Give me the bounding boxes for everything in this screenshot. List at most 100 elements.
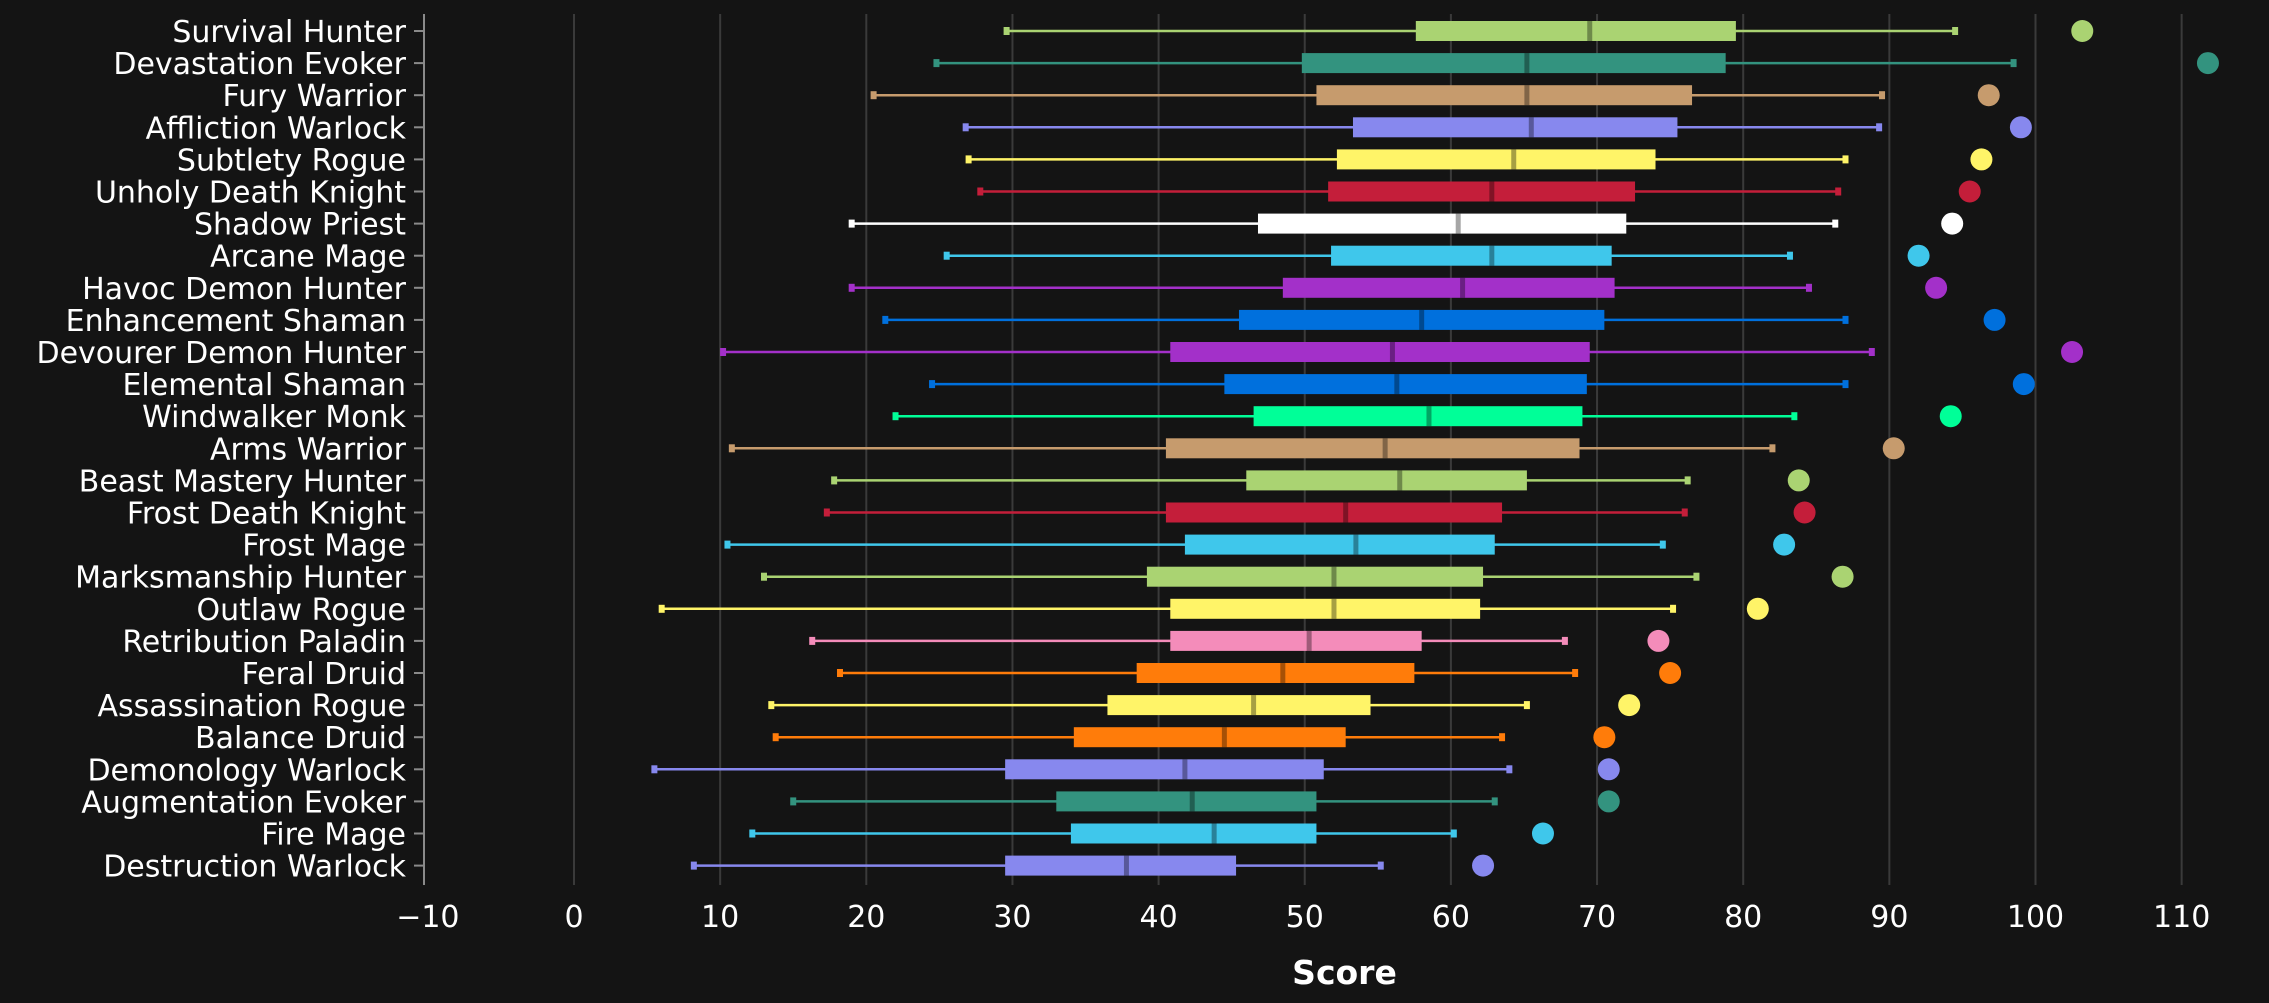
- x-tick-label: 80: [1724, 900, 1762, 935]
- spec-row: Devourer Demon Hunter: [36, 336, 2084, 371]
- whisker-cap-low: [651, 765, 658, 774]
- spec-row: Arms Warrior: [210, 432, 1905, 467]
- max-point: [1941, 212, 1964, 235]
- category-label: Enhancement Shaman: [66, 304, 406, 339]
- spec-row: Demonology Warlock: [87, 753, 1620, 788]
- whisker-cap-high: [1876, 123, 1883, 132]
- whisker-cap-high: [1769, 444, 1776, 453]
- whisker-cap-low: [848, 219, 855, 228]
- whisker-cap-high: [1491, 797, 1498, 806]
- spec-row: Shadow Priest: [194, 208, 1964, 243]
- iqr-box: [1107, 695, 1371, 716]
- median-marker: [1382, 438, 1388, 459]
- spec-row: Devastation Evoker: [113, 47, 2219, 82]
- whisker-cap-high: [2010, 59, 2017, 68]
- x-tick-label: 90: [1870, 900, 1908, 935]
- max-point: [1882, 437, 1905, 460]
- category-label: Unholy Death Knight: [95, 176, 406, 211]
- whisker-cap-low: [831, 476, 838, 485]
- iqr-box: [1301, 53, 1726, 74]
- iqr-box: [1415, 21, 1736, 41]
- median-marker: [1280, 663, 1286, 683]
- median-marker: [1389, 342, 1395, 362]
- max-point: [1907, 244, 1930, 267]
- category-label: Beast Mastery Hunter: [79, 464, 407, 499]
- max-point: [1647, 629, 1670, 652]
- whisker-cap-high: [1499, 733, 1506, 742]
- axes: −10 0 10 20 30 40 50 60 70 80 90 100 110: [396, 14, 2210, 935]
- spec-row: Destruction Warlock: [103, 850, 1495, 885]
- category-label: Demonology Warlock: [87, 753, 406, 788]
- max-point: [1958, 180, 1981, 203]
- spec-row: Assassination Rogue: [97, 689, 1641, 724]
- median-marker: [1524, 53, 1530, 74]
- whisker-cap-high: [1786, 251, 1793, 260]
- whisker-cap-low: [728, 444, 735, 453]
- whisker-cap-low: [790, 797, 797, 806]
- iqr-box: [1056, 791, 1317, 812]
- x-tick-label: 50: [1286, 900, 1324, 935]
- category-label: Devourer Demon Hunter: [36, 336, 406, 371]
- iqr-box: [1328, 181, 1636, 202]
- whisker-cap-high: [1377, 861, 1384, 870]
- spec-row: Balance Druid: [195, 721, 1616, 756]
- median-marker: [1426, 406, 1432, 427]
- max-point: [2196, 52, 2219, 75]
- whisker-cap-high: [1832, 219, 1839, 228]
- median-marker: [1343, 502, 1349, 523]
- max-point: [1593, 726, 1616, 749]
- whisker-cap-high: [1805, 283, 1812, 292]
- max-point: [1983, 308, 2006, 331]
- category-label: Frost Mage: [242, 529, 406, 564]
- iqr-box: [1170, 630, 1422, 651]
- spec-row: Enhancement Shaman: [66, 304, 2006, 339]
- iqr-box: [1238, 309, 1605, 330]
- category-label: Arms Warrior: [210, 432, 407, 467]
- iqr-box: [1170, 342, 1590, 362]
- whisker-cap-high: [1693, 572, 1700, 581]
- category-label: Marksmanship Hunter: [75, 561, 407, 596]
- max-point: [1925, 276, 1948, 299]
- median-marker: [1455, 213, 1461, 234]
- max-point: [1597, 790, 1620, 813]
- median-marker: [1489, 181, 1495, 202]
- spec-row: Beast Mastery Hunter: [79, 464, 1810, 499]
- max-point: [1773, 533, 1796, 556]
- median-marker: [1182, 759, 1188, 780]
- iqr-box: [1331, 245, 1612, 266]
- whisker-cap-low: [772, 733, 779, 742]
- category-label: Augmentation Evoker: [81, 785, 406, 820]
- x-tick-label: 70: [1578, 900, 1616, 935]
- max-point: [1793, 501, 1816, 524]
- category-label: Havoc Demon Hunter: [82, 272, 407, 307]
- whisker-cap-high: [1868, 348, 1875, 356]
- median-marker: [1331, 598, 1337, 619]
- category-label: Frost Death Knight: [127, 497, 406, 532]
- category-label: Fire Mage: [261, 818, 406, 853]
- max-point: [1746, 597, 1769, 620]
- x-tick-label: 60: [1432, 900, 1470, 935]
- median-marker: [1394, 374, 1400, 395]
- spec-row: Affliction Warlock: [146, 111, 2032, 146]
- category-label: Subtlety Rogue: [177, 143, 406, 178]
- max-point: [2012, 373, 2035, 396]
- median-marker: [1528, 117, 1534, 138]
- category-label: Survival Hunter: [172, 15, 406, 50]
- whisker-cap-low: [848, 283, 855, 292]
- whisker-cap-low: [836, 669, 843, 677]
- whisker-cap-high: [1681, 508, 1688, 517]
- whisker-cap-low: [882, 315, 889, 324]
- iqr-box: [1070, 823, 1317, 844]
- category-label: Outlaw Rogue: [196, 593, 406, 628]
- max-point: [1970, 148, 1993, 171]
- whisker-cap-low: [870, 91, 877, 100]
- median-marker: [1123, 855, 1129, 876]
- whisker-cap-low: [768, 701, 775, 710]
- max-point: [1597, 758, 1620, 781]
- median-marker: [1331, 566, 1337, 587]
- median-marker: [1524, 85, 1530, 106]
- iqr-box: [1224, 374, 1587, 395]
- iqr-box: [1136, 663, 1415, 683]
- median-marker: [1587, 21, 1593, 41]
- spec-row: Elemental Shaman: [122, 368, 2035, 403]
